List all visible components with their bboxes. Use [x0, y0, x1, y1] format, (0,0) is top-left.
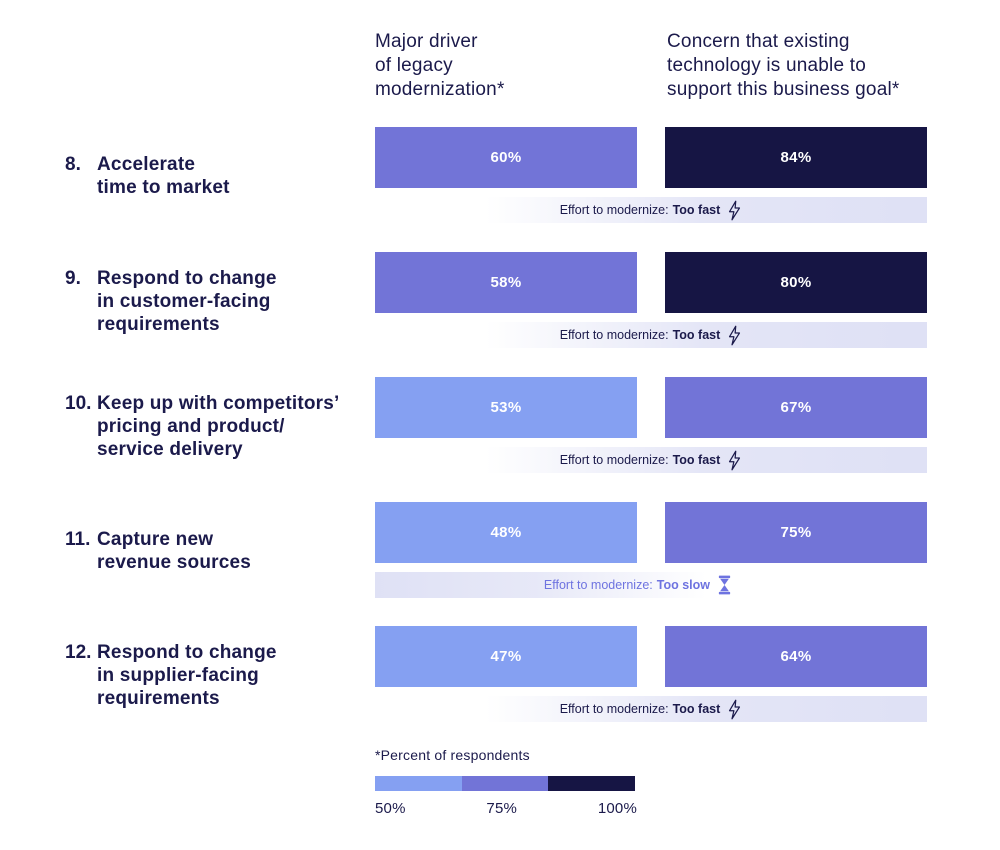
lightning-icon [729, 325, 741, 345]
driver-bar-value: 48% [490, 524, 522, 541]
hourglass-icon [718, 575, 731, 595]
goal-label: 11. Capture new revenue sources [65, 502, 365, 600]
legend-segment-100 [548, 776, 636, 791]
driver-bar: 47% [375, 626, 637, 687]
goal-text: Respond to change in customer-facing req… [97, 267, 277, 335]
effort-indicator: Effort to modernize: Too fast [375, 197, 927, 223]
goal-text: Keep up with competitors’ pricing and pr… [97, 392, 340, 460]
effort-value: Too fast [672, 702, 721, 716]
concern-bar-value: 75% [780, 524, 812, 541]
driver-bar: 53% [375, 377, 637, 438]
goal-label: 10. Keep up with competitors’ pricing an… [65, 377, 365, 475]
goal-label: 8. Accelerate time to market [65, 127, 365, 225]
goal-number: 11. [65, 529, 91, 550]
driver-bar: 60% [375, 127, 637, 188]
effort-label: Effort to modernize: [559, 453, 669, 467]
effort-label: Effort to modernize: [559, 328, 669, 342]
goal-row-8: 8. Accelerate time to market 60% 84% Eff… [0, 127, 1000, 225]
driver-bar-value: 47% [490, 648, 522, 665]
driver-bar-value: 58% [490, 274, 522, 291]
concern-bar: 67% [665, 377, 927, 438]
goal-row-12: 12. Respond to change in supplier-facing… [0, 626, 1000, 724]
driver-bar-value: 60% [490, 149, 522, 166]
effort-value: Too fast [672, 328, 721, 342]
effort-indicator: Effort to modernize: Too fast [375, 322, 927, 348]
goal-number: 10. [65, 392, 92, 414]
driver-bar: 58% [375, 252, 637, 313]
legend-note: *Percent of respondents [375, 747, 530, 763]
effort-value: Too slow [656, 578, 710, 592]
goal-text: Respond to change in supplier-facing req… [97, 641, 277, 709]
driver-bar-value: 53% [490, 399, 522, 416]
driver-bar: 48% [375, 502, 637, 563]
legend-tick-100: 100% [597, 800, 637, 817]
column-header-driver: Major driver of legacy modernization* [375, 31, 505, 100]
effort-label: Effort to modernize: [543, 578, 653, 592]
goal-text: Capture new revenue sources [97, 529, 252, 573]
legend-segment-50 [375, 776, 462, 791]
lightning-icon [729, 200, 741, 220]
goal-number: 8. [65, 154, 81, 175]
effort-indicator: Effort to modernize: Too slow [375, 572, 735, 598]
legend-tick-labels: 50% 75% 100% [375, 800, 637, 817]
concern-bar-value: 84% [780, 149, 812, 166]
legend-color-scale [375, 776, 636, 791]
goal-label: 9. Respond to change in customer-facing … [65, 252, 365, 350]
legend-tick-50: 50% [375, 800, 406, 817]
lightning-icon [729, 450, 741, 470]
concern-bar: 80% [665, 252, 927, 313]
effort-value: Too fast [672, 203, 721, 217]
concern-bar-value: 67% [780, 399, 812, 416]
goal-text: Accelerate time to market [97, 154, 230, 198]
legend-segment-75 [461, 776, 549, 791]
effort-label: Effort to modernize: [559, 203, 669, 217]
effort-value: Too fast [672, 453, 721, 467]
goal-row-9: 9. Respond to change in customer-facing … [0, 252, 1000, 350]
effort-label: Effort to modernize: [559, 702, 669, 716]
concern-bar: 64% [665, 626, 927, 687]
concern-bar: 84% [665, 127, 927, 188]
concern-bar: 75% [665, 502, 927, 563]
effort-indicator: Effort to modernize: Too fast [375, 696, 927, 722]
goal-number: 9. [65, 267, 81, 289]
lightning-icon [729, 699, 741, 719]
goal-row-11: 11. Capture new revenue sources 48% 75% … [0, 502, 1000, 600]
goal-label: 12. Respond to change in supplier-facing… [65, 626, 365, 724]
goal-number: 12. [65, 641, 92, 663]
legend: *Percent of respondents 50% 75% 100% [375, 747, 637, 817]
legend-tick-75: 75% [486, 800, 518, 817]
concern-bar-value: 80% [780, 274, 812, 291]
effort-indicator: Effort to modernize: Too fast [375, 447, 927, 473]
goal-row-10: 10. Keep up with competitors’ pricing an… [0, 377, 1000, 475]
concern-bar-value: 64% [780, 648, 812, 665]
column-header-concern: Concern that existing technology is unab… [667, 31, 900, 100]
